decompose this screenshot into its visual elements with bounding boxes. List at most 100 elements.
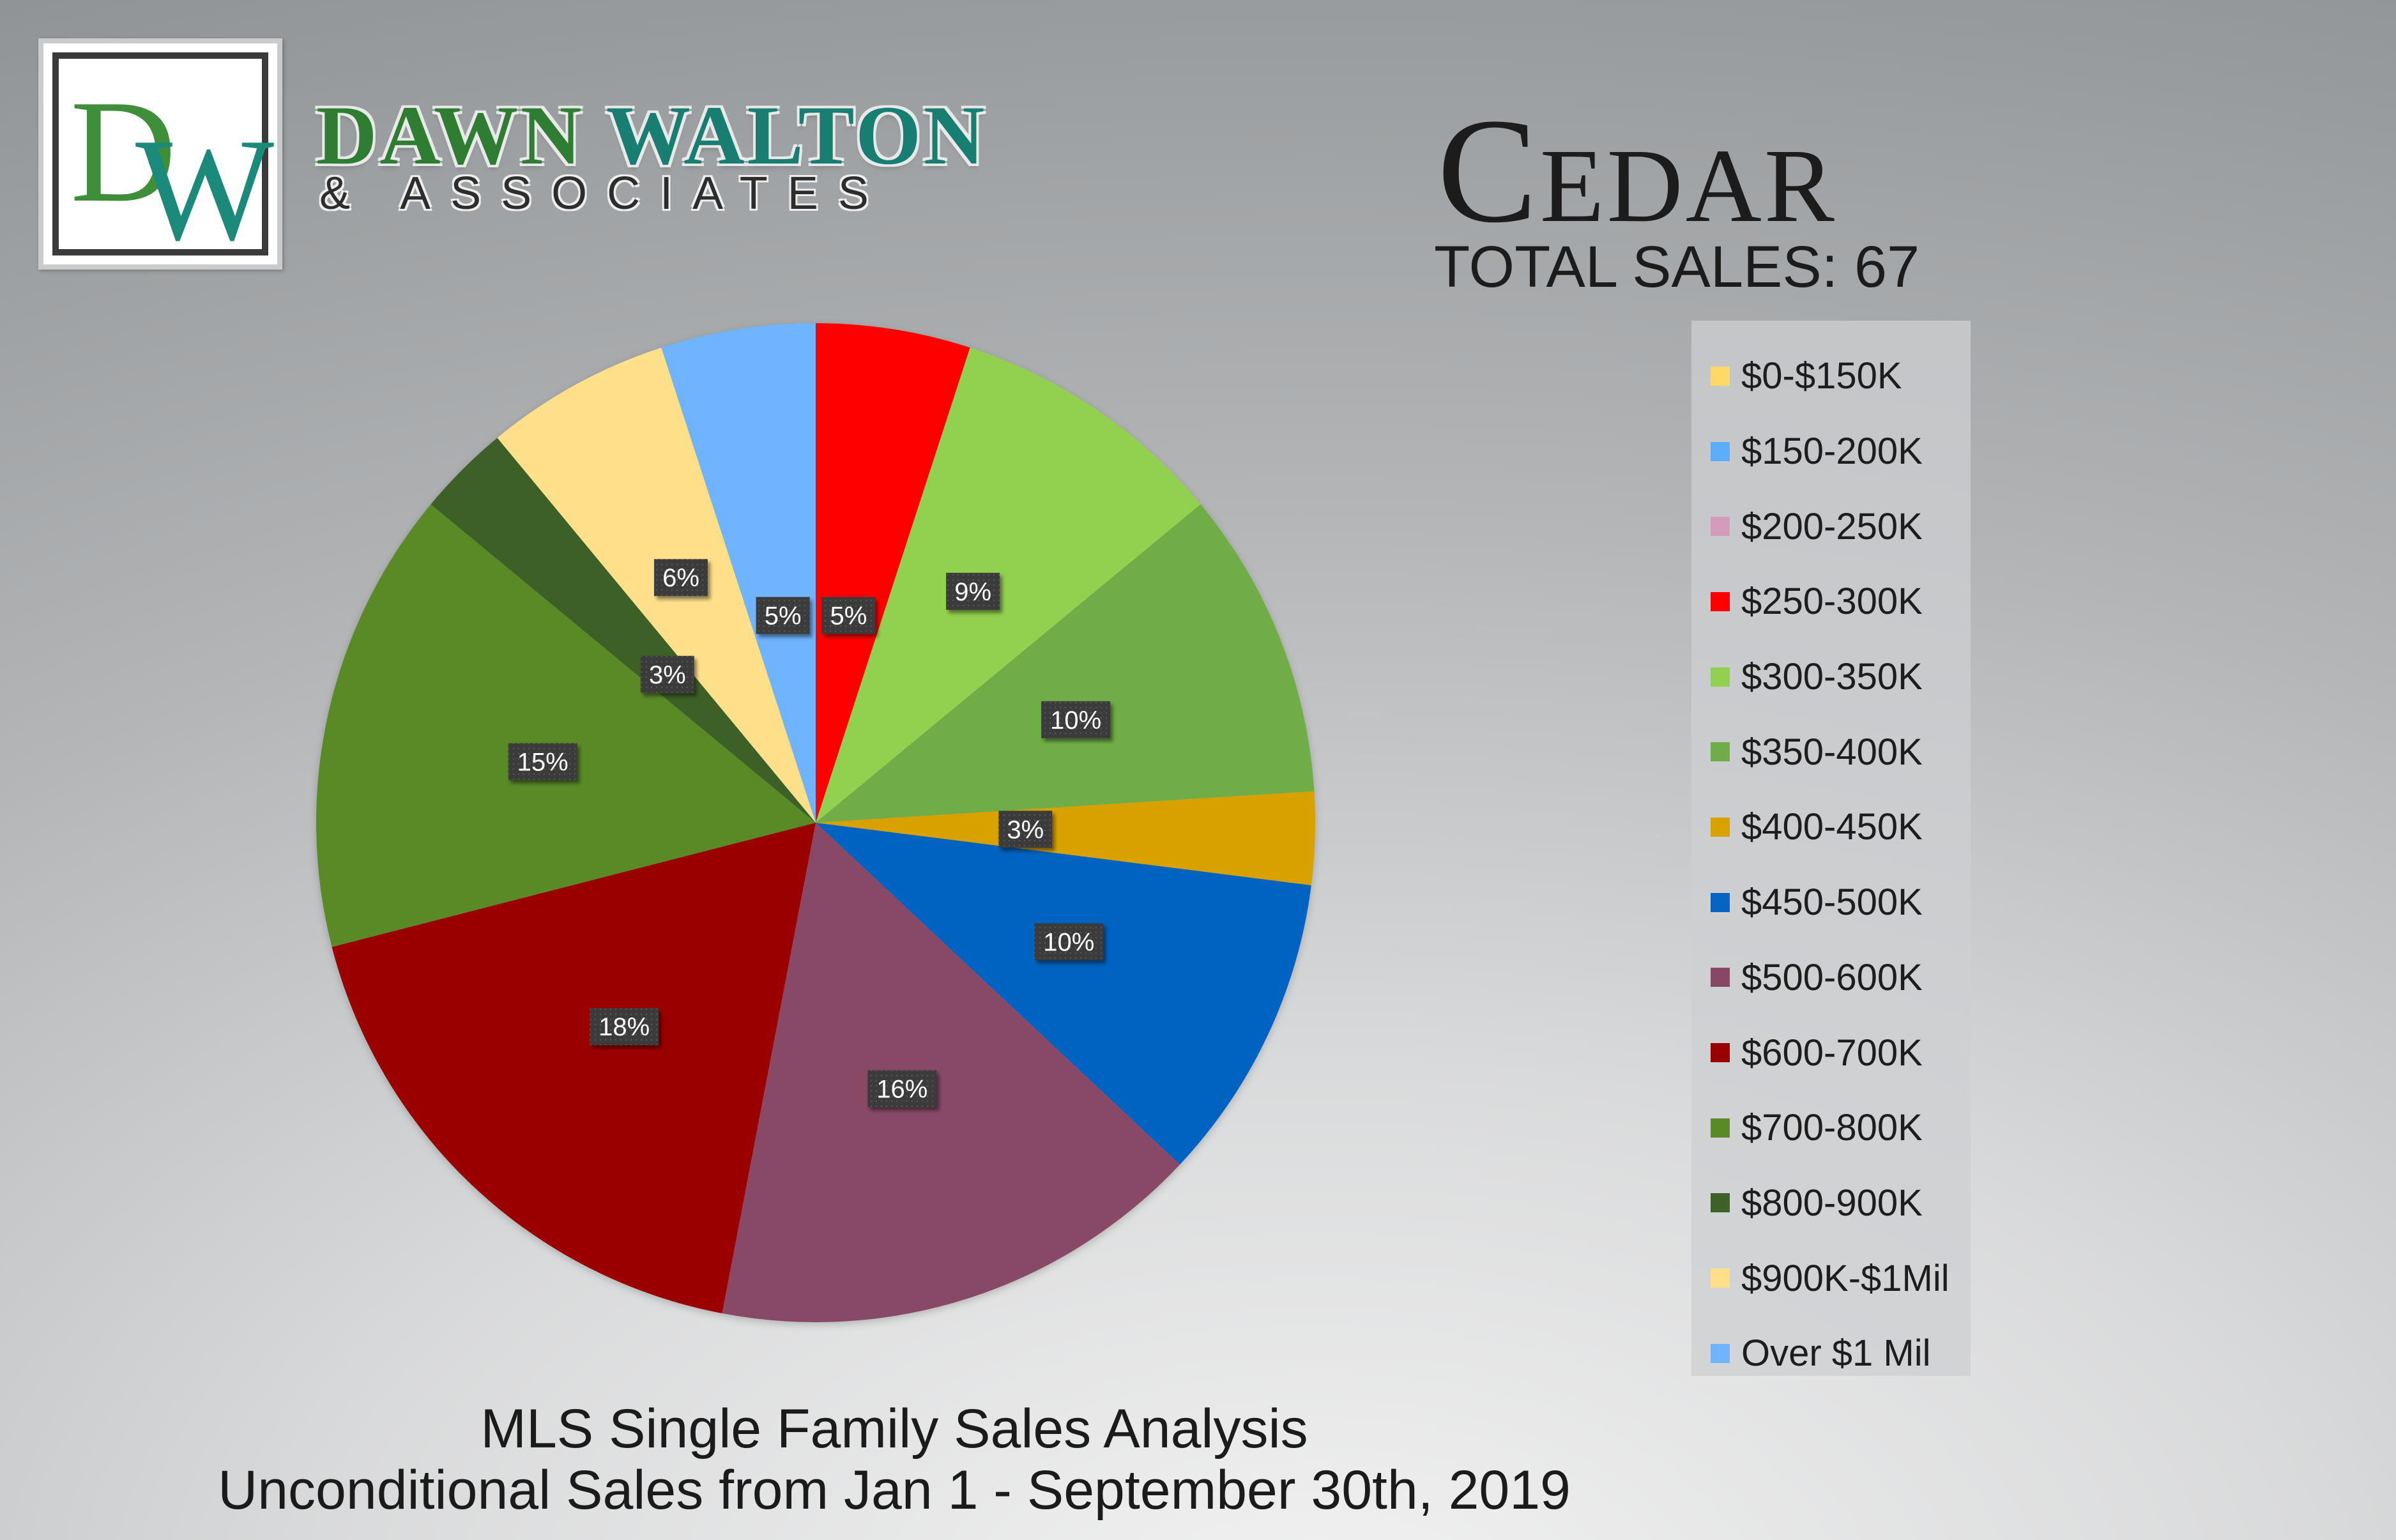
data-label-text: 3% <box>1007 816 1044 844</box>
data-label-text: 10% <box>1043 928 1094 956</box>
legend-swatch <box>1711 1118 1730 1138</box>
pie-slice-250-300k <box>816 323 970 823</box>
data-label-box <box>1034 923 1104 961</box>
data-label-800-900k: 3% <box>640 655 694 693</box>
legend-label: $200-250K <box>1741 505 1923 547</box>
legend-label: $500-600K <box>1741 956 1923 998</box>
brand-name: DAWN WALTON <box>316 86 987 184</box>
pie-slice-600-700k <box>332 823 816 1314</box>
brand-subtitle: & ASSOCIATES <box>319 168 889 219</box>
data-label-text: 9% <box>954 578 991 606</box>
legend-label: $400-450K <box>1741 806 1923 848</box>
data-label-900k-1mil: 6% <box>654 559 708 597</box>
legend-swatch <box>1711 817 1730 837</box>
legend-item-350-400k: $350-400K <box>1711 714 1971 789</box>
logo-letter-d: D <box>70 70 177 233</box>
data-label-700-800k: 15% <box>508 743 577 781</box>
logo-frame: D W <box>52 52 274 263</box>
legend-label: $800-900K <box>1741 1182 1923 1224</box>
legend-label: $250-300K <box>1741 581 1923 623</box>
legend-item-over-1-mil: Over $1 Mil <box>1711 1316 1971 1391</box>
legend-item-300-350k: $300-350K <box>1711 639 1971 715</box>
legend-label: $450-500K <box>1741 881 1923 924</box>
legend-swatch <box>1711 441 1730 461</box>
legend-label: $700-800K <box>1741 1107 1923 1149</box>
total-sales: TOTAL SALES: 67 <box>1434 234 1920 300</box>
legend-item-150-200k: $150-200K <box>1711 414 1971 489</box>
legend-item-500-600k: $500-600K <box>1711 940 1971 1016</box>
data-label-text: 18% <box>599 1013 650 1041</box>
data-label-text: 6% <box>662 564 699 592</box>
legend-item-400-450k: $400-450K <box>1711 789 1971 865</box>
legend-item-700-800k: $700-800K <box>1711 1090 1971 1166</box>
legend-label: $0-$150K <box>1741 355 1902 397</box>
pie-slice-400-450k <box>816 791 1315 886</box>
data-label-text: 15% <box>517 748 568 776</box>
legend-swatch <box>1711 517 1730 537</box>
data-label-box <box>821 597 876 634</box>
legend-item-600-700k: $600-700K <box>1711 1015 1971 1090</box>
legend-item-450-500k: $450-500K <box>1711 865 1971 940</box>
legend-swatch <box>1711 742 1730 762</box>
legend-swatch <box>1711 667 1730 687</box>
data-label-box <box>998 811 1053 848</box>
legend-label: $300-350K <box>1741 656 1923 698</box>
legend-item-900k-1mil: $900K-$1Mil <box>1711 1240 1971 1316</box>
legend-swatch <box>1711 1193 1730 1213</box>
pie-slice-800-900k <box>431 438 816 823</box>
legend-item-0-150k: $0-$150K <box>1711 339 1971 414</box>
data-label-text: 16% <box>876 1075 927 1103</box>
data-label-box <box>946 572 1000 610</box>
footer-subtitle: Unconditional Sales from Jan 1 - Septemb… <box>218 1460 1571 1521</box>
data-label-box <box>1041 701 1111 738</box>
footer-title: MLS Single Family Sales Analysis <box>480 1398 1308 1460</box>
data-label-400-450k: 3% <box>998 811 1053 848</box>
legend-swatch <box>1711 892 1730 912</box>
legend-label: $150-200K <box>1741 431 1923 473</box>
legend-label: $900K-$1Mil <box>1741 1257 1950 1299</box>
legend-swatch <box>1711 968 1730 987</box>
data-label-text: 5% <box>830 602 867 630</box>
chart-legend: $0-$150K $150-200K $200-250K $250-300K $300-… <box>1691 321 1971 1376</box>
legend-swatch <box>1711 1269 1730 1288</box>
data-label-box <box>654 559 708 597</box>
data-label-text: 10% <box>1050 706 1101 735</box>
pie-slice-350-400k <box>816 504 1315 823</box>
data-label-box <box>590 1008 659 1046</box>
data-label-450-500k: 10% <box>1034 923 1104 961</box>
data-label-box <box>867 1070 937 1108</box>
data-label-500-600k: 16% <box>867 1070 937 1108</box>
brand-name-last: WALTON <box>606 88 988 182</box>
pie-slice-450-500k <box>816 823 1311 1165</box>
pie-slice-over-1-mil <box>661 323 816 823</box>
logo-monogram: D W <box>59 65 274 263</box>
data-label-text: 3% <box>649 661 686 689</box>
area-title: Cedar <box>1437 88 1837 254</box>
legend-label: Over $1 Mil <box>1741 1332 1931 1375</box>
brand-name-first: DAWN <box>316 88 584 182</box>
data-label-box <box>640 655 694 693</box>
legend-item-200-250k: $200-250K <box>1711 489 1971 564</box>
data-label-350-400k: 10% <box>1041 701 1111 738</box>
pie-slice-300-350k <box>816 347 1201 823</box>
legend-item-250-300k: $250-300K <box>1711 564 1971 639</box>
pie-slice-700-800k <box>316 504 816 947</box>
legend-swatch <box>1711 591 1730 611</box>
legend-swatch <box>1711 1043 1730 1063</box>
pie-slice-500-600k <box>722 823 1180 1322</box>
data-label-600-700k: 18% <box>590 1008 659 1046</box>
data-label-250-300k: 5% <box>821 597 876 634</box>
data-label-300-350k: 9% <box>946 572 1000 610</box>
legend-label: $350-400K <box>1741 731 1923 773</box>
logo-letter-w: W <box>135 108 275 271</box>
legend-label: $600-700K <box>1741 1032 1923 1074</box>
legend-swatch <box>1711 366 1730 386</box>
data-label-over-1-mil: 5% <box>756 597 810 634</box>
legend-swatch <box>1711 1343 1730 1363</box>
brand-logo: D W <box>38 38 282 270</box>
legend-item-800-900k: $800-900K <box>1711 1166 1971 1241</box>
data-label-box <box>756 597 810 634</box>
data-label-box <box>508 743 577 781</box>
data-label-text: 5% <box>765 602 802 630</box>
